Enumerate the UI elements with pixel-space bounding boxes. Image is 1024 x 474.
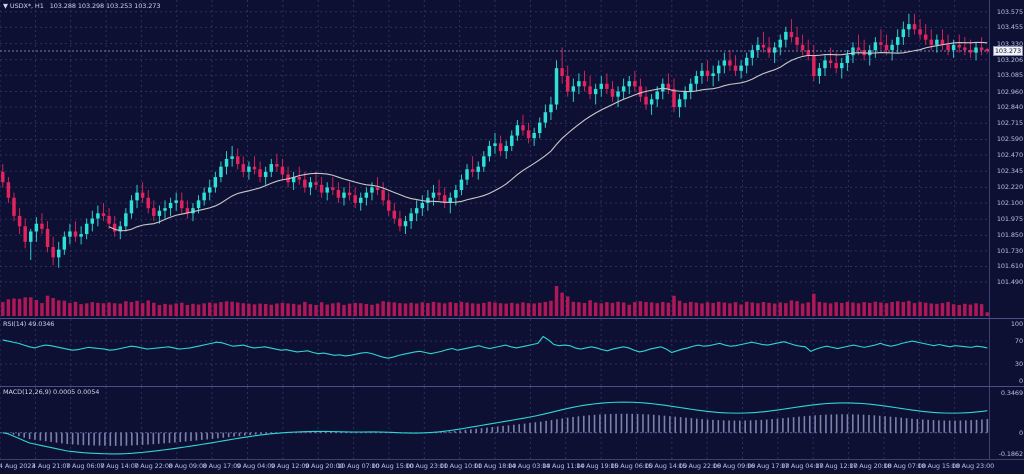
time-axis-tick: 11 Aug 10:00: [439, 462, 483, 470]
time-axis-tick: 7 Aug 14:00: [100, 462, 139, 470]
rsi-axis-tick: 100: [1010, 320, 1023, 328]
time-axis-tick: 16 Aug 09:00: [712, 462, 756, 470]
rsi-canvas[interactable]: [0, 319, 990, 386]
time-axis-tick: 14 Aug 03:00: [507, 462, 551, 470]
macd-plot-area[interactable]: [0, 387, 990, 460]
time-axis-tick: 9 Aug 12:00: [270, 462, 310, 470]
macd-label: MACD(12,26,9) 0.0005 0.0054: [3, 388, 100, 396]
time-axis-tick: 4 Aug 21:00: [31, 462, 71, 470]
price-axis-tick: 102.960: [996, 87, 1023, 96]
time-axis-tick: 18 Aug 07:00: [883, 462, 927, 470]
price-axis-tick: 101.610: [996, 262, 1023, 271]
macd-axis-tick: -0.1862: [998, 450, 1023, 458]
price-axis-tick: 101.490: [996, 278, 1023, 286]
rsi-axis-tick: 70: [1014, 337, 1023, 346]
time-axis-tick: 7 Aug 22:00: [134, 462, 173, 470]
price-axis-tick: 102.345: [996, 167, 1023, 176]
time-axis-tick: 8 Aug 17:00: [202, 462, 242, 470]
time-axis-tick: 14 Aug 11:00: [541, 462, 585, 470]
collapse-caret-icon[interactable]: ▼: [3, 2, 8, 10]
rsi-label: RSI(14) 49.0346: [3, 320, 55, 328]
current-price-label[interactable]: 103.273: [992, 45, 1023, 56]
time-axis-tick: 4 Aug 2023: [0, 462, 36, 470]
time-axis-tick: 17 Aug 04:00: [780, 462, 824, 470]
rsi-axis-tick: 0: [1018, 377, 1023, 385]
price-axis-tick: 103.575: [996, 7, 1023, 16]
time-axis-tick: 9 Aug 04:00: [236, 462, 276, 470]
price-canvas[interactable]: [0, 0, 990, 318]
time-axis-tick: 18 Aug 23:00: [951, 462, 995, 470]
chart-title-bar[interactable]: ▼ USDX*, H1 103.288 103.298 103.253 103.2…: [3, 2, 160, 10]
time-axis-tick: 14 Aug 19:00: [576, 462, 619, 470]
rsi-plot-area[interactable]: [0, 319, 990, 386]
price-axis-tick: 102.840: [996, 103, 1023, 112]
price-axis-tick: 101.975: [996, 215, 1023, 224]
time-axis-tick: 8 Aug 09:00: [168, 462, 208, 470]
price-axis[interactable]: 103.575 103.455 103.330 103.206 103.085 102.9…: [989, 0, 1024, 318]
price-axis-tick: 101.850: [996, 231, 1023, 240]
price-panel[interactable]: ▼ USDX*, H1 103.288 103.298 103.253 103.2…: [0, 0, 1024, 318]
macd-panel[interactable]: MACD(12,26,9) 0.0005 0.0054 0.3469 0 -0.18…: [0, 387, 1024, 460]
price-axis-tick: 102.470: [996, 151, 1023, 159]
price-plot-area[interactable]: [0, 0, 990, 318]
panel-divider-2: [0, 386, 1024, 387]
price-axis-tick: 103.085: [996, 71, 1023, 80]
time-axis-tick: 16 Aug 17:00: [746, 462, 790, 470]
chart-symbol-label: USDX*, H1: [9, 2, 44, 10]
macd-axis[interactable]: 0.3469 0 -0.1862: [989, 387, 1024, 460]
macd-axis-tick: 0.3469: [1000, 389, 1023, 397]
macd-axis-tick: 0: [1018, 428, 1023, 437]
time-axis-tick: 11 Aug 18:00: [473, 462, 517, 470]
price-axis-tick: 103.330: [996, 39, 1023, 48]
time-axis-tick: 15 Aug 06:00: [610, 462, 653, 470]
time-axis-tick: 15 Aug 22:00: [678, 462, 722, 470]
macd-canvas[interactable]: [0, 387, 990, 460]
time-axis-tick: 9 Aug 20:00: [305, 462, 344, 470]
ohlc-quote-label: 103.288 103.298 103.253 103.273: [49, 2, 161, 10]
price-axis-tick: 102.100: [996, 198, 1023, 207]
rsi-axis[interactable]: 100 70 30 0: [989, 319, 1024, 386]
time-axis-tick: 10 Aug 23:00: [405, 462, 449, 470]
time-axis-tick: 15 Aug 14:00: [644, 462, 688, 470]
time-axis-tick: 10 Aug 07:00: [337, 462, 380, 470]
time-axis[interactable]: 4 Aug 2023 4 Aug 21:00 7 Aug 06:00 7 Aug 14…: [0, 459, 1024, 474]
price-axis-tick: 102.715: [996, 119, 1023, 128]
rsi-panel[interactable]: RSI(14) 49.0346 100 70 30 0: [0, 319, 1024, 386]
price-axis-tick: 103.206: [996, 55, 1023, 64]
rsi-axis-tick: 30: [1014, 359, 1023, 368]
price-axis-tick: 102.590: [996, 135, 1023, 144]
time-axis-tick: 10 Aug 15:00: [371, 462, 414, 470]
price-axis-tick: 101.730: [996, 246, 1023, 255]
panel-divider-1: [0, 318, 1024, 319]
price-axis-tick: 103.455: [996, 23, 1023, 32]
time-axis-tick: 18 Aug 15:00: [917, 462, 961, 470]
time-axis-tick: 17 Aug 20:00: [849, 462, 892, 470]
price-axis-tick: 102.220: [996, 183, 1023, 192]
time-axis-tick: 7 Aug 06:00: [66, 462, 105, 470]
time-axis-tick: 17 Aug 12:00: [815, 462, 858, 470]
